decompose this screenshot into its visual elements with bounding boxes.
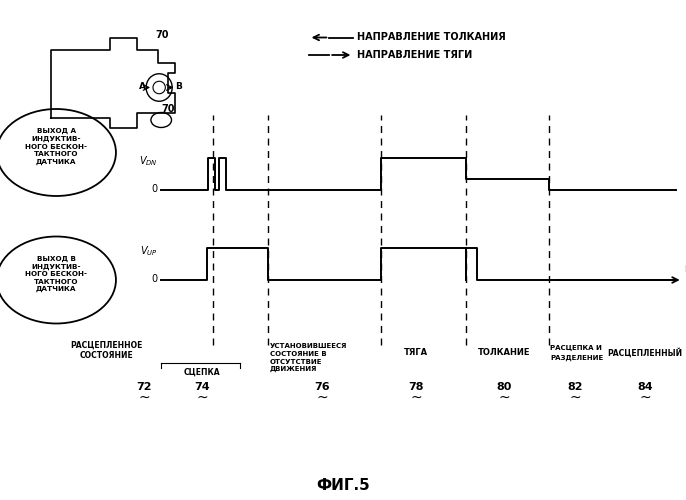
Text: ТОЛКАНИЕ: ТОЛКАНИЕ	[478, 348, 530, 357]
Text: РАСЦЕПЛЕННЫЙ: РАСЦЕПЛЕННЫЙ	[607, 348, 683, 358]
Text: 84: 84	[637, 382, 652, 392]
Text: ВЫХОД А
ИНДУКТИВ-
НОГО БЕСКОН-
ТАКТНОГО
ДАТЧИКА: ВЫХОД А ИНДУКТИВ- НОГО БЕСКОН- ТАКТНОГО …	[25, 128, 87, 165]
Circle shape	[0, 236, 116, 324]
Text: 76: 76	[315, 382, 330, 392]
Text: ТЯГА: ТЯГА	[404, 348, 429, 357]
Text: ~: ~	[197, 390, 208, 404]
Text: ФИГ.5: ФИГ.5	[316, 478, 370, 492]
Text: 0: 0	[152, 274, 158, 284]
Text: 72: 72	[137, 382, 152, 392]
Text: РАЗДЕЛЕНИЕ: РАЗДЕЛЕНИЕ	[550, 354, 604, 360]
Text: ~: ~	[499, 390, 510, 404]
Text: 82: 82	[567, 382, 582, 392]
Text: ~: ~	[411, 390, 422, 404]
Circle shape	[0, 109, 116, 196]
Text: ~: ~	[139, 390, 150, 404]
Text: A: A	[139, 82, 145, 91]
Text: 0: 0	[152, 184, 158, 194]
Text: $V_{UP}$: $V_{UP}$	[140, 244, 158, 258]
Text: 78: 78	[409, 382, 424, 392]
Text: 70: 70	[156, 30, 169, 40]
Text: РАСЦЕПКА И: РАСЦЕПКА И	[550, 344, 602, 350]
Text: НАПРАВЛЕНИЕ ТОЛКАНИЯ: НАПРАВЛЕНИЕ ТОЛКАНИЯ	[357, 32, 506, 42]
Text: УСТАНОВИВШЕЕСЯ: УСТАНОВИВШЕЕСЯ	[270, 344, 347, 349]
Text: ДВИЖЕНИЯ: ДВИЖЕНИЯ	[270, 366, 317, 372]
Text: НАПРАВЛЕНИЕ ТЯГИ: НАПРАВЛЕНИЕ ТЯГИ	[357, 50, 472, 60]
Text: ВЫХОД В
ИНДУКТИВ-
НОГО БЕСКОН-
ТАКТНОГО
ДАТЧИКА: ВЫХОД В ИНДУКТИВ- НОГО БЕСКОН- ТАКТНОГО …	[25, 256, 87, 292]
Text: ~: ~	[639, 390, 650, 404]
Text: СЦЕПКА: СЦЕПКА	[184, 368, 221, 377]
Text: СОСТОЯНИЕ: СОСТОЯНИЕ	[80, 350, 133, 360]
Text: 80: 80	[497, 382, 512, 392]
Text: ~: ~	[569, 390, 580, 404]
Text: ~: ~	[317, 390, 328, 404]
Text: ОТСУТСТВИЕ: ОТСУТСТВИЕ	[270, 358, 322, 364]
Text: РАСЦЕПЛЕННОЕ: РАСЦЕПЛЕННОЕ	[70, 340, 143, 349]
Text: B: B	[175, 82, 182, 91]
Text: 74: 74	[195, 382, 210, 392]
Text: 70: 70	[161, 104, 175, 114]
Text: СОСТОЯНИЕ В: СОСТОЯНИЕ В	[270, 351, 327, 357]
Text: ВРЕМЯ: ВРЕМЯ	[684, 265, 686, 274]
Text: $V_{DN}$: $V_{DN}$	[139, 154, 158, 168]
